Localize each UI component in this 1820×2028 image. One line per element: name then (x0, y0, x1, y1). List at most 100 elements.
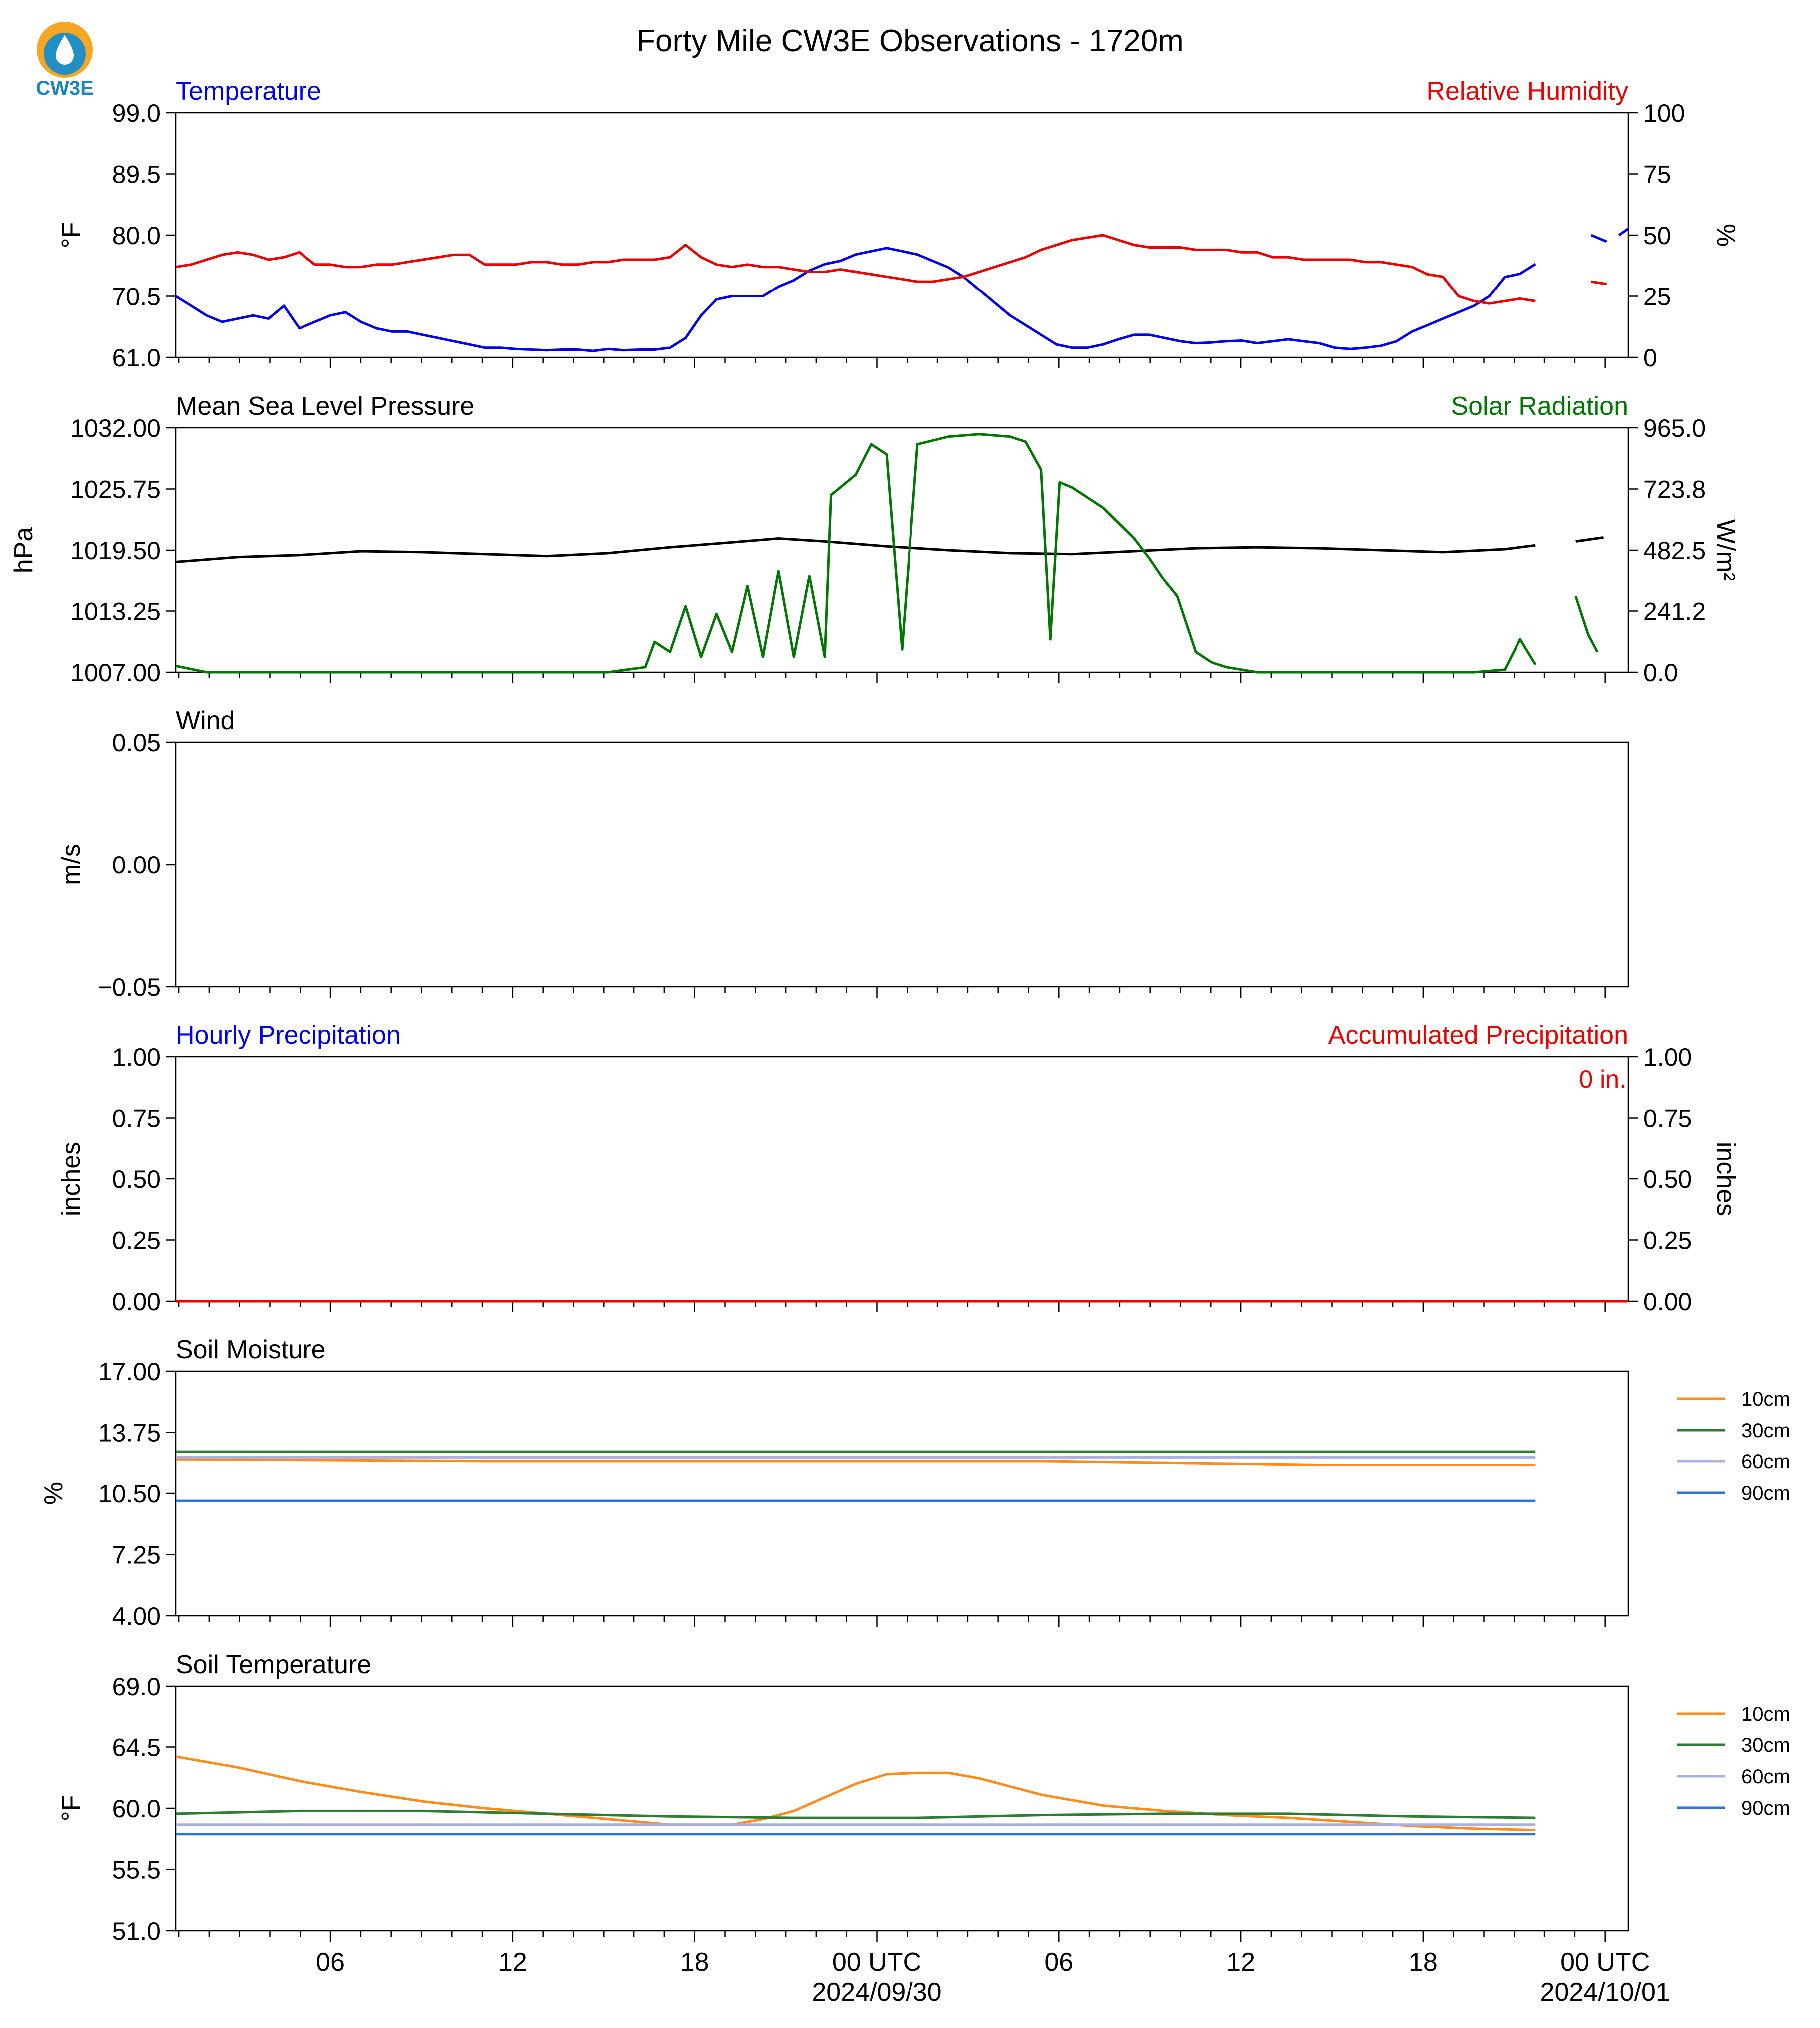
x-tick-label: 18 (680, 1948, 709, 1977)
y-tick-label: −0.05 (97, 973, 161, 1001)
y-tick-label: 4.00 (112, 1602, 161, 1630)
x-tick-label: 18 (1409, 1948, 1438, 1977)
legend-label: 90cm (1741, 1797, 1790, 1819)
panel-soil_moisture: 4.00 7.25 10.50 13.75 17.00 Soil Moisture% 10c… (39, 1335, 1790, 1630)
y-tick-label-right: 0.25 (1643, 1227, 1692, 1255)
panel-soil_temperature: 51.0 55.5 60.0 64.5 69.0 Soil Temperature °F 10… (57, 1650, 1790, 1945)
x-tick-label: 12 (1226, 1948, 1255, 1977)
y-tick-label: 1007.00 (70, 659, 161, 687)
panel-title-right: Solar Radiation (1451, 392, 1628, 421)
legend-label: 10cm (1741, 1388, 1790, 1410)
y-tick-label-right: 75 (1643, 161, 1671, 189)
y-tick-label: 51.0 (112, 1917, 161, 1945)
y-tick-label: 0.00 (112, 1288, 161, 1316)
legend-label: 60cm (1741, 1451, 1790, 1473)
series-line-solar-radiation (1574, 595, 1599, 653)
series-line-mean-sea-level-pressure (175, 537, 1536, 563)
y-tick-label-right: 0.00 (1643, 1288, 1692, 1316)
x-date-label: 2024/10/01 (1540, 1978, 1670, 2007)
y-axis-label: % (39, 1482, 68, 1505)
panel-pressure_solar: 1007.00 1013.25 1019.50 1025.75 1032.00 0.0 24… (9, 392, 1740, 687)
series-line-temperature (1590, 234, 1607, 243)
y-tick-label: 89.5 (112, 161, 161, 189)
y-axis-label-right: inches (1711, 1142, 1740, 1216)
y-tick-label-right: 965.0 (1643, 414, 1706, 442)
panel-title-left: Temperature (176, 77, 321, 106)
series-line-temperature (175, 247, 1536, 352)
y-axis-label: °F (57, 222, 86, 249)
y-tick-label-right: 723.8 (1643, 476, 1706, 504)
y-tick-label-right: 50 (1643, 222, 1671, 250)
y-tick-label: 17.00 (98, 1358, 161, 1386)
x-tick-label: 12 (498, 1948, 527, 1977)
y-tick-label: 70.5 (112, 283, 161, 311)
y-axis-label: hPa (9, 527, 38, 574)
y-tick-label-right: 1.00 (1643, 1043, 1692, 1071)
y-axis-label: °F (57, 1795, 86, 1822)
x-tick-label: 06 (316, 1948, 345, 1977)
accumulation-annotation: 0 in. (1579, 1065, 1626, 1093)
y-tick-label-right: 0.0 (1643, 659, 1678, 687)
y-tick-label: 0.50 (112, 1165, 161, 1193)
y-tick-label: 80.0 (112, 222, 161, 250)
x-tick-label: 00 UTC (1560, 1948, 1650, 1977)
y-tick-label-right: 25 (1643, 283, 1671, 311)
y-tick-label: 13.75 (98, 1419, 161, 1447)
x-tick-label: 00 UTC (832, 1948, 921, 1977)
y-tick-label: 61.0 (112, 344, 161, 372)
y-axis-label-right: W/m² (1711, 519, 1740, 581)
y-tick-label: 1019.50 (70, 537, 161, 565)
series-line-mean-sea-level-pressure (1575, 536, 1604, 543)
y-tick-label-right: 100 (1643, 99, 1685, 127)
y-tick-label: 7.25 (112, 1541, 161, 1569)
panel-wind: −0.05 0.00 0.05 Wind m/s (57, 706, 1629, 1001)
series-line-relative-humidity (1591, 280, 1607, 286)
y-tick-label: 64.5 (112, 1734, 161, 1762)
legend: 10cm 30cm 60cm 90cm (1677, 1388, 1790, 1504)
y-tick-label: 0.25 (112, 1227, 161, 1255)
logo-text: CW3E (36, 77, 94, 99)
x-date-label: 2024/09/30 (812, 1978, 941, 2007)
series-line-relative-humidity (175, 234, 1536, 305)
y-tick-label: 1032.00 (70, 414, 161, 442)
series-line-10cm (175, 1755, 1536, 1832)
y-tick-label: 0.75 (112, 1105, 161, 1133)
legend-label: 60cm (1741, 1766, 1790, 1788)
y-axis-label-right: % (1711, 224, 1740, 247)
y-tick-label: 1013.25 (70, 598, 161, 626)
panel-title-right: Relative Humidity (1426, 77, 1628, 106)
plot-frame (175, 741, 1629, 988)
y-tick-label-right: 241.2 (1643, 598, 1706, 626)
y-axis-label: inches (57, 1142, 86, 1216)
panel-title-left: Soil Moisture (176, 1335, 326, 1364)
figure-title: Forty Mile CW3E Observations - 1720m (636, 24, 1184, 58)
y-tick-label: 99.0 (112, 99, 161, 127)
y-tick-label: 0.05 (112, 729, 161, 757)
panel-title-left: Wind (176, 706, 235, 735)
plot-frame (175, 1370, 1629, 1617)
legend-label: 30cm (1741, 1420, 1790, 1442)
y-tick-label-right: 0.50 (1643, 1165, 1692, 1193)
panel-title-right: Accumulated Precipitation (1328, 1021, 1628, 1050)
y-tick-label: 10.50 (98, 1480, 161, 1508)
panel-precipitation: 0.00 0.25 0.50 0.75 1.00 0.00 0.25 0.50 0.75 1.00… (57, 1021, 1740, 1316)
legend-label: 10cm (1741, 1703, 1790, 1725)
y-tick-label: 69.0 (112, 1673, 161, 1701)
y-axis-label: m/s (57, 844, 86, 885)
series-line-10cm (175, 1458, 1536, 1466)
panel-title-left: Soil Temperature (176, 1650, 371, 1679)
plot-frame (175, 1685, 1629, 1932)
legend-label: 90cm (1741, 1482, 1790, 1504)
legend-label: 30cm (1741, 1735, 1790, 1756)
y-tick-label: 0.00 (112, 851, 161, 879)
y-tick-label: 1.00 (112, 1043, 161, 1071)
y-tick-label-right: 0 (1643, 344, 1657, 372)
cw3e-logo: CW3E (36, 22, 94, 99)
y-tick-label: 60.0 (112, 1795, 161, 1823)
panel-temperature_rh: 61.0 70.5 80.0 89.5 99.0 0 25 50 75 100 Temperatur… (57, 77, 1740, 372)
panel-title-left: Hourly Precipitation (176, 1021, 401, 1050)
panel-title-left: Mean Sea Level Pressure (176, 392, 474, 421)
legend: 10cm 30cm 60cm 90cm (1677, 1703, 1790, 1819)
x-tick-label: 06 (1044, 1948, 1073, 1977)
